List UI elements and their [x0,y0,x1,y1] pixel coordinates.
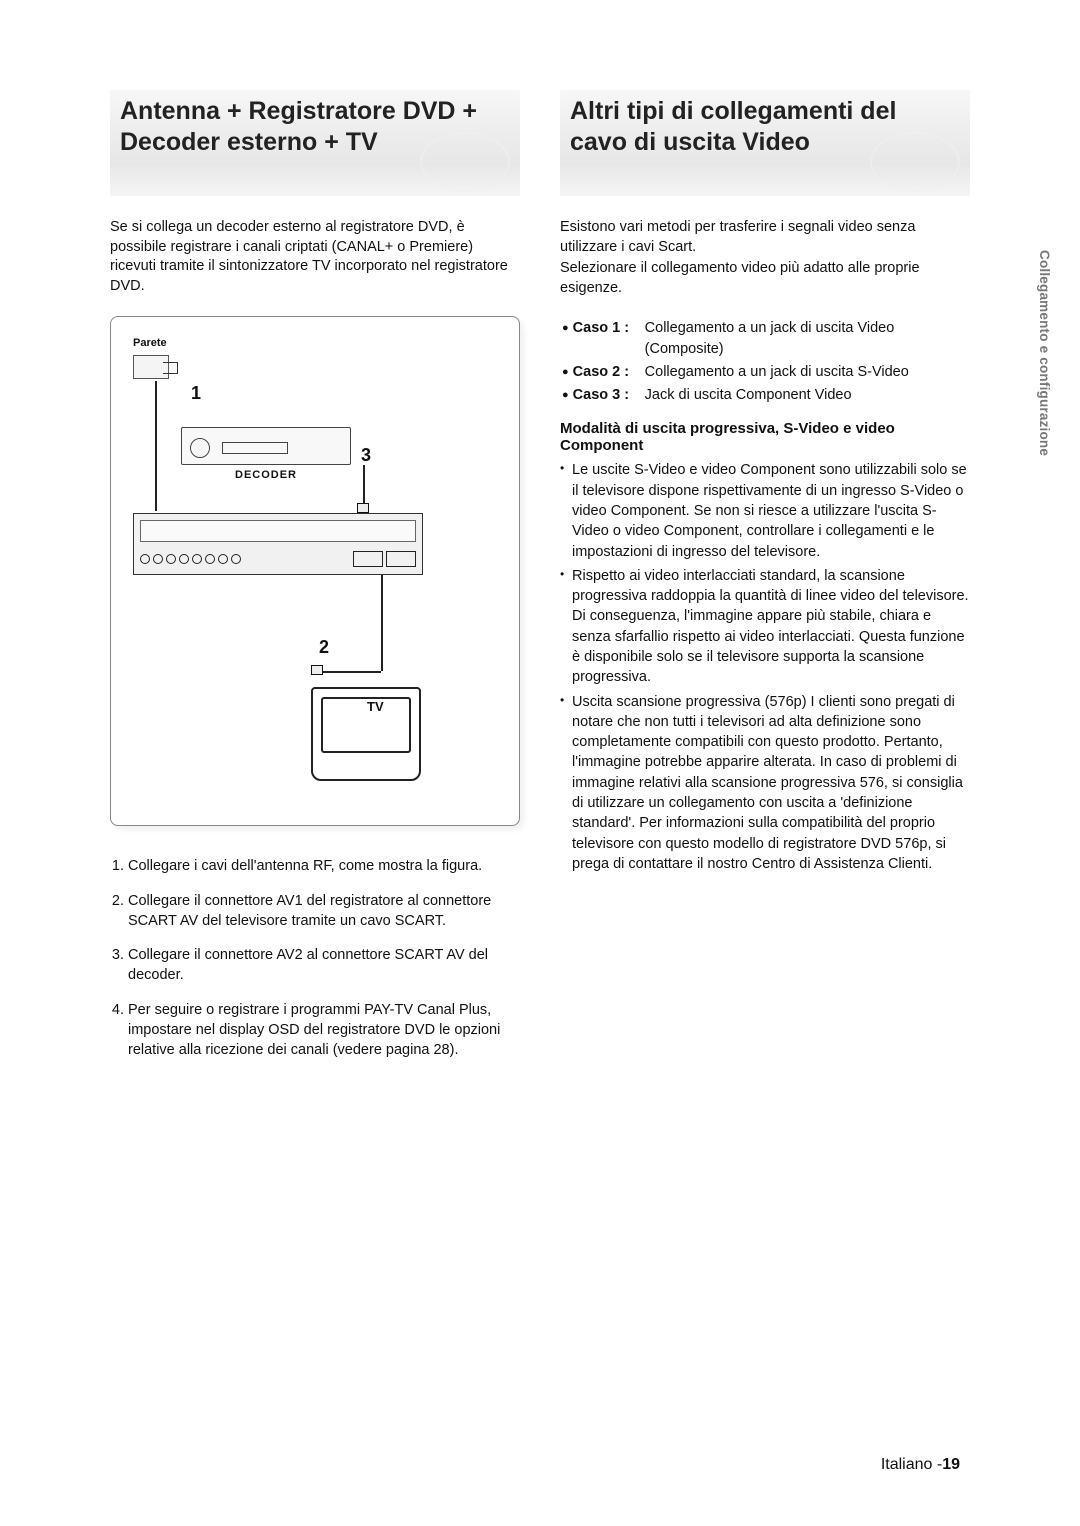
list-item: ● Caso 2 : Collegamento a un jack di usc… [560,362,970,383]
footer-language: Italiano - [881,1456,942,1473]
tv-icon [311,687,421,781]
cable-recorder-tv [381,575,383,671]
diagram-number-1: 1 [191,383,201,404]
list-item: Le uscite S-Video e video Component sono… [560,460,970,561]
case-label: Caso 2 : [573,362,641,383]
page-footer: Italiano -19 [881,1456,960,1474]
case-label: Caso 1 : [573,318,641,360]
case-label: Caso 3 : [573,385,641,406]
diagram-decoder-label: DECODER [235,469,297,481]
right-column: Altri tipi di collegamenti del cavo di u… [560,90,970,1466]
list-item: Collegare il connettore AV1 del registra… [128,891,520,932]
list-item: Per seguire o registrare i programmi PAY… [128,1000,520,1061]
list-item: ● Caso 1 : Collegamento a un jack di usc… [560,318,970,360]
list-item: Collegare il connettore AV2 al connettor… [128,945,520,986]
right-sub-heading: Modalità di uscita progressiva, S-Video … [560,420,970,454]
title-watermark-icon [420,132,510,192]
case-text: Jack di uscita Component Video [645,385,852,406]
diagram-wall-label: Parete [133,337,167,349]
left-column: Antenna + Registratore DVD + Decoder est… [110,90,520,1466]
diagram-number-3: 3 [361,445,371,466]
left-intro: Se si collega un decoder esterno al regi… [110,218,520,296]
dvd-recorder-icon [133,513,423,575]
title-watermark-icon [870,132,960,192]
case-text: Collegamento a un jack di uscita S-Video [645,362,909,383]
list-item: Rispetto ai video interlacciati standard… [560,566,970,688]
list-item: Uscita scansione progressiva (576p) I cl… [560,692,970,875]
cases-list: ● Caso 1 : Collegamento a un jack di usc… [560,318,970,406]
diagram-number-2: 2 [319,637,329,658]
connection-diagram: Parete 1 DECODER 3 [110,316,520,826]
side-tab-label: Collegamento e configurazione [1037,250,1052,456]
scart-plug-tv-icon [311,665,323,675]
left-section-title: Antenna + Registratore DVD + Decoder est… [110,90,520,196]
left-title-text: Antenna + Registratore DVD + Decoder est… [120,97,477,156]
footer-page-number: 19 [942,1456,960,1473]
decoder-icon [181,427,351,465]
right-title-text: Altri tipi di collegamenti del cavo di u… [570,97,896,156]
list-item: Collegare i cavi dell'antenna RF, come m… [128,856,520,876]
scart-plug-icon [357,503,369,513]
case-text: Collegamento a un jack di uscita Video (… [645,318,970,360]
right-intro-2: Selezionare il collegamento video più ad… [560,259,970,298]
list-item: ● Caso 3 : Jack di uscita Component Vide… [560,385,970,406]
right-intro-1: Esistono vari metodi per trasferire i se… [560,218,970,257]
cable-tv-h [323,671,381,673]
right-bullets: Le uscite S-Video e video Component sono… [560,460,970,874]
left-steps-list: Collegare i cavi dell'antenna RF, come m… [110,856,520,1060]
cable-rf [155,381,157,511]
diagram-tv-label: TV [367,699,384,714]
page-columns: Antenna + Registratore DVD + Decoder est… [110,90,970,1466]
wall-socket-icon [133,355,169,379]
right-section-title: Altri tipi di collegamenti del cavo di u… [560,90,970,196]
